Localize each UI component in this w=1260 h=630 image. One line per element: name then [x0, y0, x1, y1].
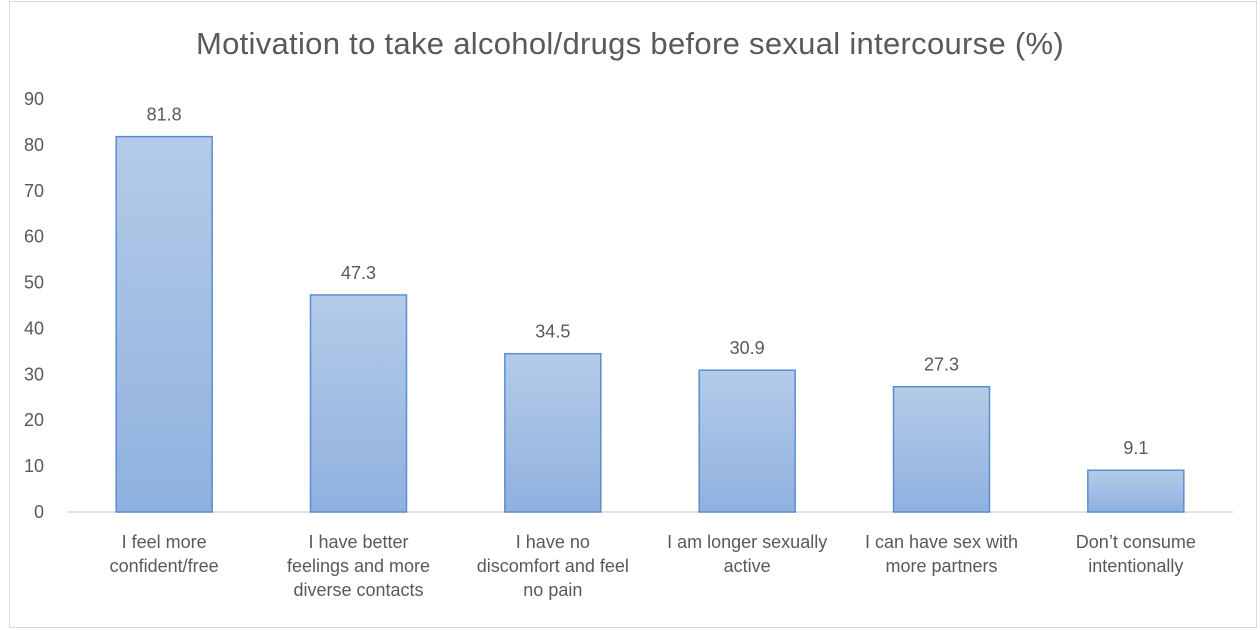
y-tick-label: 40	[24, 318, 44, 338]
x-category-label: I have better feelings and more diverse co…	[287, 532, 430, 600]
bar	[309, 294, 408, 513]
x-category-label-line: intentionally	[1088, 556, 1183, 576]
y-tick-label: 80	[24, 135, 44, 155]
y-tick-label: 70	[24, 181, 44, 201]
data-label: 47.3	[341, 263, 376, 283]
x-category-label-line: diverse contacts	[293, 580, 423, 600]
x-category-label: Don’t consume intentionally	[1076, 532, 1196, 576]
data-label: 30.9	[730, 338, 765, 358]
chart-title: Motivation to take alcohol/drugs before …	[195, 26, 1065, 61]
x-category-label-line: I am longer sexually	[667, 532, 827, 552]
data-labels: 81.8 47.3 34.5 30.9 27.3 9.1	[147, 105, 1149, 459]
bar	[1087, 469, 1185, 513]
x-category-label-line: active	[724, 556, 771, 576]
bar	[115, 135, 213, 513]
x-category-label-line: confident/free	[110, 556, 219, 576]
x-category-label: I am longer sexually active	[667, 532, 827, 576]
x-category-label-line: no pain	[523, 580, 582, 600]
x-category-label: I feel more confident/free	[110, 532, 219, 576]
bar	[504, 352, 602, 513]
x-category-label-line: I can have sex with	[865, 532, 1018, 552]
y-tick-label: 90	[24, 89, 44, 109]
y-tick-label: 30	[24, 364, 44, 384]
data-label: 81.8	[147, 105, 182, 125]
x-category-label-line: I feel more	[122, 532, 207, 552]
y-tick-label: 20	[24, 410, 44, 430]
bar	[698, 369, 796, 513]
x-category-label-line: feelings and more	[287, 556, 430, 576]
y-tick-label: 50	[24, 273, 44, 293]
y-axis: 0 10 20 30 40 50 60 70 80 90	[24, 89, 44, 522]
y-tick-label: 10	[24, 456, 44, 476]
y-tick-label: 0	[34, 502, 44, 522]
chart-frame	[9, 1, 1257, 628]
x-axis-categories: I feel more confident/free I have better fe…	[110, 532, 1196, 600]
data-label: 34.5	[535, 322, 570, 342]
x-category-label-line: I have no	[516, 532, 590, 552]
x-category-label-line: discomfort and feel	[477, 556, 629, 576]
bar-series	[115, 135, 1185, 513]
data-label: 27.3	[924, 355, 959, 375]
x-category-label-line: more partners	[885, 556, 997, 576]
x-category-label: I can have sex with more partners	[865, 532, 1018, 576]
x-category-label-line: I have better	[308, 532, 408, 552]
bar	[892, 385, 991, 513]
y-tick-label: 60	[24, 227, 44, 247]
data-label: 9.1	[1123, 438, 1148, 458]
x-category-label-line: Don’t consume	[1076, 532, 1196, 552]
x-category-label: I have no discomfort and feel no pain	[477, 532, 629, 600]
